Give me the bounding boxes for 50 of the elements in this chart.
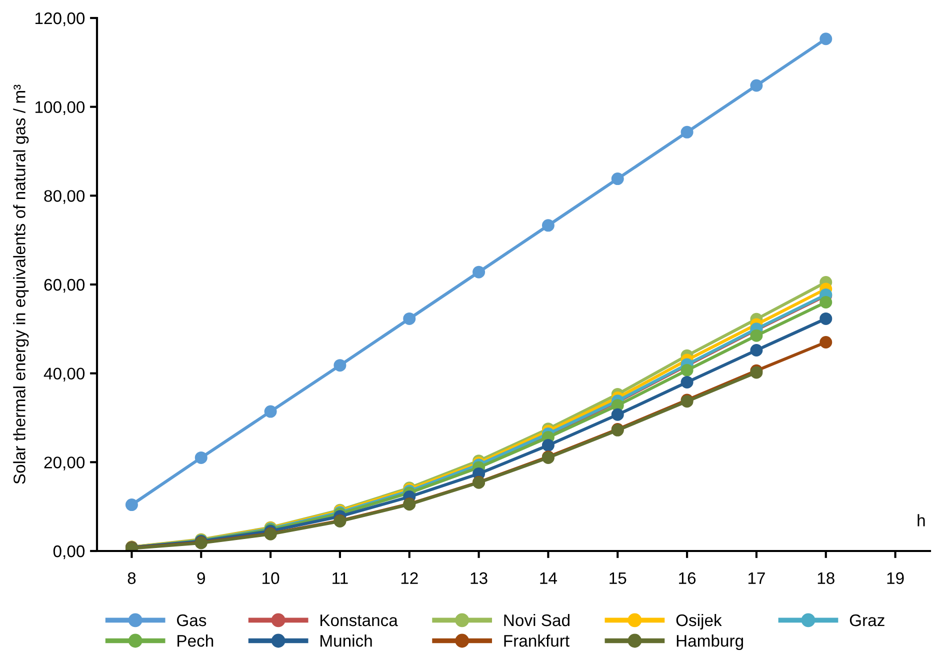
y-axis-title: Solar thermal energy in equivalents of natural gas / m³ — [13, 84, 29, 484]
legend-label: Hamburg — [676, 634, 744, 650]
y-tick-label: 20,00 — [44, 456, 85, 470]
point — [820, 312, 832, 325]
legend-label: Gas — [177, 614, 206, 626]
point — [194, 451, 208, 464]
x-tick-label: 19 — [887, 572, 904, 584]
y-tick-label: 120,00 — [35, 12, 85, 26]
x-tick-label: 12 — [401, 572, 418, 584]
x-tick-label: 14 — [540, 572, 557, 584]
x-axis-title: h — [918, 514, 925, 526]
point — [403, 312, 416, 325]
x-tick-label: 11 — [332, 572, 348, 584]
point — [750, 79, 763, 92]
x-tick-label: 13 — [470, 572, 488, 584]
point — [680, 364, 694, 376]
x-tick-label: 17 — [748, 572, 765, 584]
point — [680, 376, 694, 388]
legend-label: Novi Sad — [504, 614, 570, 626]
point — [750, 344, 763, 356]
point — [820, 336, 832, 348]
x-tick-label: 8 — [128, 572, 136, 584]
point — [334, 359, 346, 372]
x-tick-label: 16 — [679, 572, 696, 584]
legend-label: Konstanca — [320, 614, 398, 626]
legend-label: Graz — [850, 614, 884, 626]
point — [820, 32, 832, 46]
point — [125, 498, 138, 512]
legend-label: Osijek — [676, 614, 722, 630]
point — [611, 408, 624, 421]
y-tick-label: 80,00 — [44, 190, 85, 204]
legend-label: Pech — [178, 634, 214, 647]
point — [750, 329, 763, 342]
point — [820, 296, 832, 309]
point — [611, 172, 624, 186]
y-tick-label: 40,00 — [44, 368, 85, 382]
legend-label: Munich — [320, 634, 372, 647]
y-tick-label: 100,00 — [35, 101, 85, 116]
x-tick-label: 9 — [197, 572, 205, 584]
point — [472, 266, 486, 278]
point — [680, 126, 694, 138]
point — [264, 405, 277, 418]
y-tick-label: 60,00 — [44, 278, 85, 293]
x-tick-label: 18 — [818, 572, 834, 584]
point — [542, 219, 554, 232]
point — [542, 439, 554, 452]
y-tick-label: 0,00 — [53, 545, 85, 560]
x-tick-label: 10 — [262, 572, 280, 584]
legend-label: Frankfurt — [504, 634, 570, 647]
x-tick-label: 15 — [610, 572, 626, 584]
